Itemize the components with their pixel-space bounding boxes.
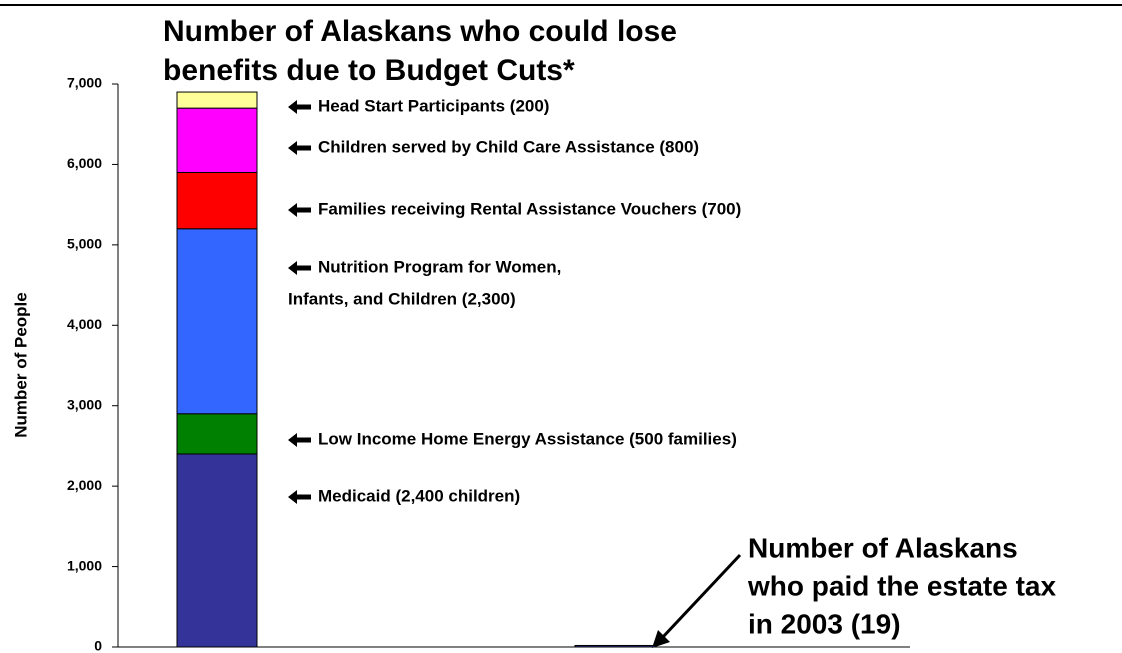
y-tick-label: 7,000 [67, 75, 102, 91]
annotation-arrowhead [652, 630, 670, 648]
annotation-arrow [660, 553, 742, 640]
segment-label: Families receiving Rental Assistance Vou… [318, 199, 741, 218]
label-arrow [288, 261, 311, 275]
bar-segment [176, 107, 258, 173]
y-tick-label: 4,000 [67, 316, 102, 332]
label-arrow [288, 100, 311, 114]
bar-segment [176, 413, 258, 455]
y-tick-label: 5,000 [67, 236, 102, 252]
label-arrow [288, 490, 311, 504]
segment-label: Nutrition Program for Women, [318, 257, 561, 276]
bar-annotation: Number of Alaskans [748, 532, 1018, 563]
bar-segment [176, 228, 258, 415]
label-arrow [288, 433, 311, 447]
y-tick-label: 2,000 [67, 477, 102, 493]
y-tick-label: 0 [94, 638, 102, 653]
segment-label: Children served by Child Care Assistance… [318, 137, 699, 156]
bar-annotation: in 2003 (19) [748, 608, 901, 639]
segment-label: Medicaid (2,400 children) [318, 486, 520, 505]
label-arrow [288, 203, 311, 217]
bar-segment [176, 453, 258, 648]
segment-label: Low Income Home Energy Assistance (500 f… [318, 429, 737, 448]
bar-annotation: who paid the estate tax [747, 570, 1056, 601]
bar-segment [574, 644, 656, 648]
y-tick-label: 6,000 [67, 155, 102, 171]
segment-label: Infants, and Children (2,300) [288, 289, 516, 308]
bar-segment [176, 91, 258, 109]
y-axis-label: Number of People [11, 292, 30, 437]
y-tick-label: 3,000 [67, 396, 102, 412]
chart-title: benefits due to Budget Cuts* [163, 54, 575, 87]
label-arrow [288, 141, 311, 155]
segment-label: Head Start Participants (200) [318, 96, 549, 115]
y-tick-label: 1,000 [67, 557, 102, 573]
bar-segment [176, 171, 258, 230]
chart-title: Number of Alaskans who could lose [163, 15, 677, 48]
